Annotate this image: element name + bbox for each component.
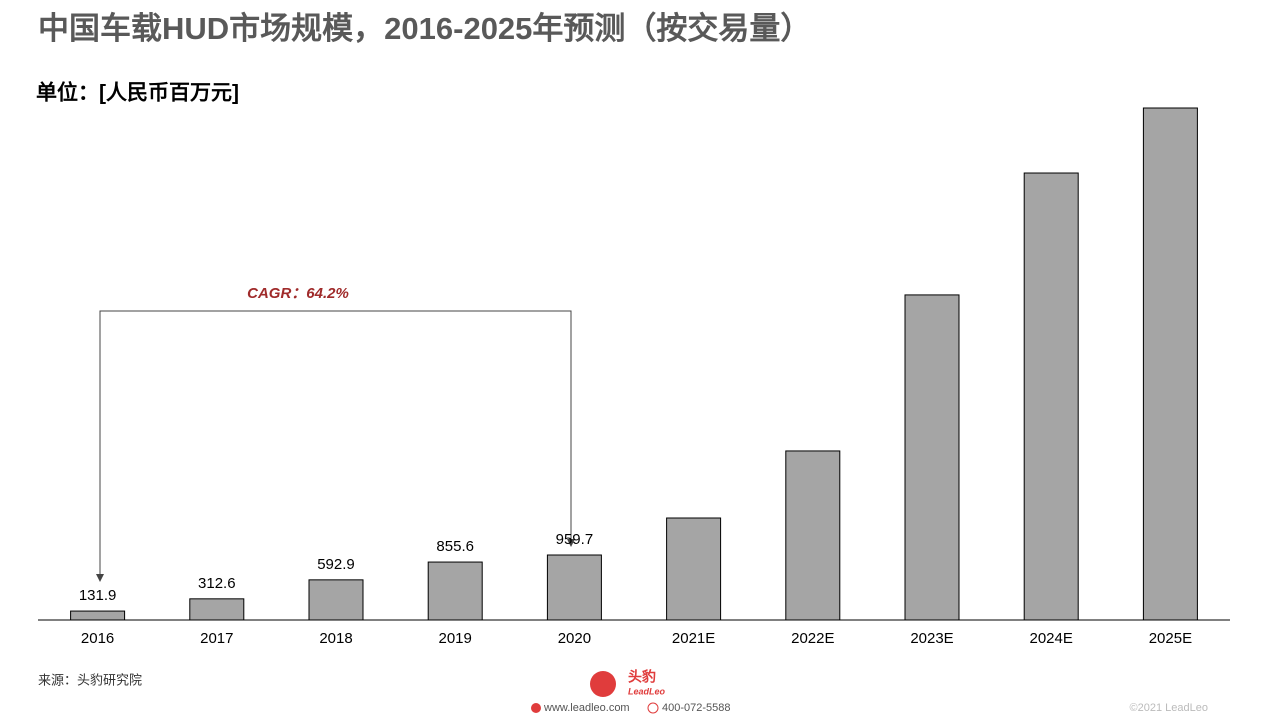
- web-icon: [531, 703, 541, 713]
- bar: [904, 294, 960, 621]
- bar: [1023, 172, 1079, 621]
- cagr-annotation: CAGR：64.2%: [247, 285, 349, 302]
- bar: [308, 579, 364, 621]
- cagr-bracket: [99, 310, 572, 576]
- phone: 400-072-5588: [662, 702, 731, 714]
- source: 来源：头豹研究院: [38, 672, 142, 687]
- x-tick-label: 2019: [439, 630, 472, 647]
- bar: [785, 450, 841, 621]
- phone-icon: [647, 702, 659, 714]
- data-label: 131.9: [79, 587, 117, 604]
- x-tick-label: 2025E: [1149, 630, 1192, 647]
- bar: [1142, 107, 1198, 621]
- x-tick-label: 2020: [558, 630, 591, 647]
- arrow-head: [96, 574, 104, 582]
- logo-name: 头豹: [628, 669, 656, 685]
- bar: [427, 561, 483, 621]
- copyright: ©2021 LeadLeo: [1130, 702, 1208, 714]
- logo-brand: LeadLeo: [628, 686, 666, 696]
- chart-title: 中国车载HUD市场规模，2016-2025年预测（按交易量）: [38, 11, 811, 46]
- website: www.leadleo.com: [543, 702, 630, 714]
- logo-icon: [590, 671, 616, 697]
- x-tick-label: 2016: [81, 630, 114, 647]
- arrow-head: [567, 539, 575, 547]
- bar: [189, 598, 245, 621]
- data-label: 959.7: [556, 531, 594, 548]
- bar: [70, 610, 126, 621]
- x-tick-label: 2024E: [1030, 630, 1073, 647]
- x-tick-label: 2018: [319, 630, 352, 647]
- bar: [546, 554, 602, 621]
- chart-subtitle: 单位：[人民币百万元]: [36, 81, 239, 105]
- x-tick-label: 2017: [200, 630, 233, 647]
- x-tick-label: 2023E: [910, 630, 953, 647]
- data-label: 312.6: [198, 575, 236, 592]
- x-tick-label: 2021E: [672, 630, 715, 647]
- data-label: 855.6: [436, 538, 474, 555]
- data-label: 592.9: [317, 556, 355, 573]
- bar: [666, 517, 722, 621]
- x-tick-label: 2022E: [791, 630, 834, 647]
